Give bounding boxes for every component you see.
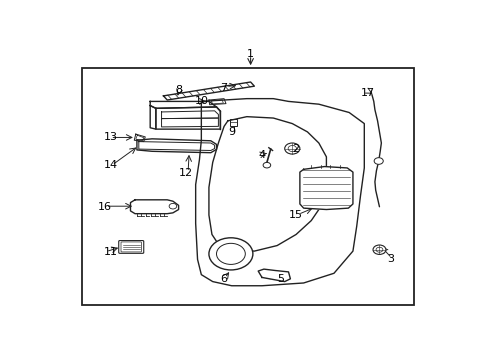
Text: 11: 11 xyxy=(103,247,117,257)
Text: 14: 14 xyxy=(103,160,117,170)
Text: 6: 6 xyxy=(220,274,227,284)
Bar xyxy=(82,68,413,305)
Polygon shape xyxy=(156,107,220,129)
FancyBboxPatch shape xyxy=(119,240,143,253)
Text: 16: 16 xyxy=(98,202,111,212)
Text: 10: 10 xyxy=(194,96,208,107)
Text: 2: 2 xyxy=(292,144,299,154)
Text: 1: 1 xyxy=(246,49,254,59)
Text: 7: 7 xyxy=(220,82,227,93)
Circle shape xyxy=(263,162,270,168)
Polygon shape xyxy=(299,167,352,210)
Polygon shape xyxy=(150,105,156,129)
Text: 4: 4 xyxy=(258,150,265,159)
Text: 3: 3 xyxy=(386,255,393,264)
Polygon shape xyxy=(208,99,225,105)
Polygon shape xyxy=(195,99,364,286)
Circle shape xyxy=(372,245,385,255)
Polygon shape xyxy=(208,117,326,251)
Text: 9: 9 xyxy=(227,127,235,137)
Text: 13: 13 xyxy=(103,132,117,143)
Text: 8: 8 xyxy=(175,85,182,95)
Text: 15: 15 xyxy=(288,210,303,220)
Circle shape xyxy=(169,203,176,209)
Polygon shape xyxy=(130,200,178,214)
Circle shape xyxy=(208,238,252,270)
Polygon shape xyxy=(137,139,216,153)
Polygon shape xyxy=(163,82,254,100)
Bar xyxy=(229,118,237,126)
Text: 12: 12 xyxy=(179,168,193,179)
Polygon shape xyxy=(258,269,290,282)
Circle shape xyxy=(284,143,299,154)
Circle shape xyxy=(373,158,383,164)
Polygon shape xyxy=(150,102,216,108)
Text: 5: 5 xyxy=(277,274,284,284)
Text: 17: 17 xyxy=(360,88,374,98)
Polygon shape xyxy=(134,134,145,141)
